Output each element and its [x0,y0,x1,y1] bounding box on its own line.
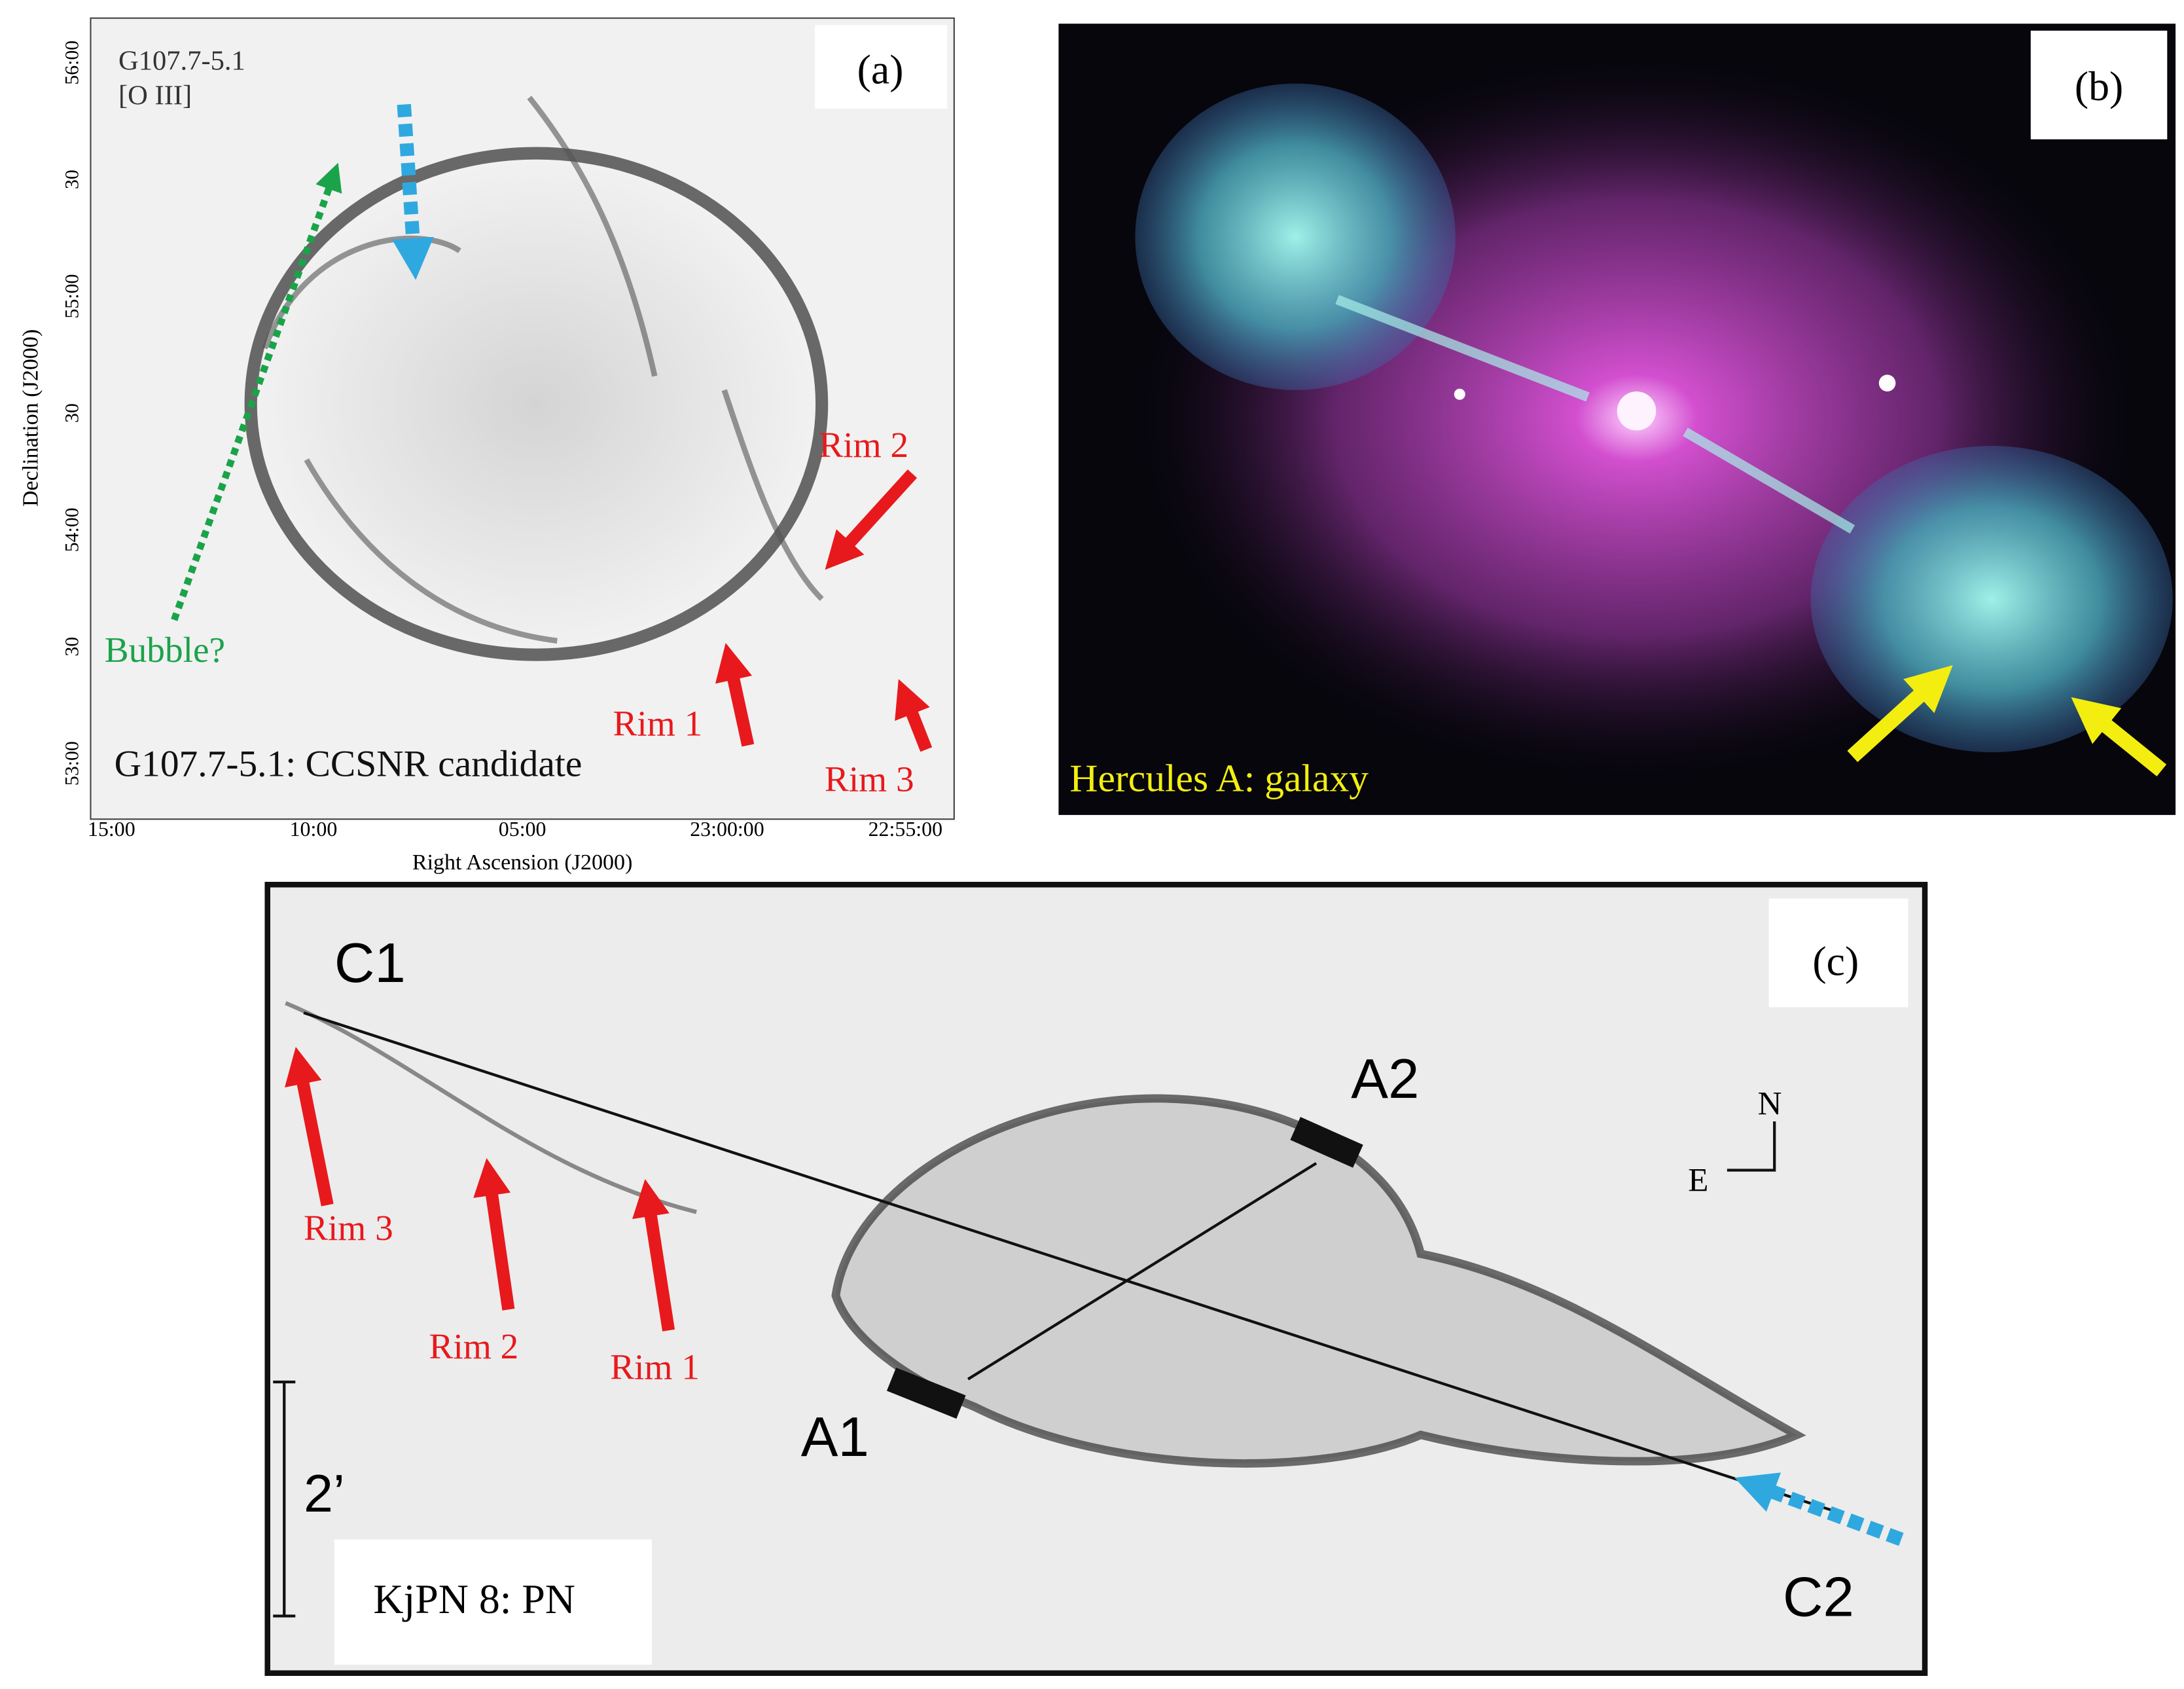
nebula-shell [244,147,829,661]
nebula [831,1094,1806,1468]
y-tick-label: 53:00 [61,741,82,786]
arrow [1734,1472,1904,1546]
annotation: Bubble? [105,630,225,670]
arrow [171,162,342,621]
axis-line [303,1011,1836,1513]
panel-label: (b) [2075,63,2123,109]
y-tick-label: 30 [61,637,82,657]
panel-b: (b) Hercules A: galaxy [1058,24,2176,815]
filament [285,1001,697,1214]
y-ticks: 56:00 30 55:00 30 54:00 30 53:00 [61,41,82,786]
axis-line [967,1162,1317,1381]
y-tick-label: 56:00 [61,41,82,85]
panel-a: (a) G107.7-5.1 [O III] Bubble? Rim 2 Rim… [19,17,955,875]
compass-east: E [1688,1161,1708,1199]
x-tick-label: 05:00 [499,818,546,841]
knot [886,1117,1363,1419]
x-ticks: 15:00 10:00 05:00 23:00:00 22:55:00 [88,818,942,841]
label-box [1768,898,1908,1008]
radio-lobe [1810,445,2173,753]
annotation: Rim 2 [819,425,908,465]
compass-north: N [1758,1085,1782,1122]
panel-label: (a) [857,46,904,93]
caption: G107.7-5.1: CCSNR candidate [115,743,582,784]
x-axis-title: Right Ascension (J2000) [412,850,633,875]
arrow [895,679,933,752]
annotation: Rim 3 [825,759,914,799]
arrow [2071,697,2167,776]
annotation: A1 [801,1406,869,1468]
annotation: Rim 2 [429,1326,519,1366]
object-subtitle: [O III] [118,81,192,111]
label-box [815,25,948,109]
arrow [632,1178,675,1332]
galaxy-core [1617,391,1656,431]
radio-lobe [1135,83,1456,390]
x-tick-label: 23:00:00 [690,818,764,841]
y-tick-label: 30 [61,403,82,423]
arrow [285,1047,334,1207]
annotation: Rim 3 [304,1208,393,1248]
y-tick-label: 55:00 [61,274,82,319]
arrow [825,469,918,570]
compass [1727,1121,1776,1172]
scale-bar [273,1380,296,1618]
caption: KjPN 8: PN [373,1576,575,1622]
arrow [1847,665,1953,763]
y-axis-title: Declination (J2000) [19,329,43,507]
annotation: C1 [334,932,406,994]
annotation: C2 [1783,1566,1854,1628]
scale-label: 2’ [304,1464,345,1523]
star [1878,374,1896,391]
y-tick-label: 54:00 [61,507,82,552]
annotation: Rim 1 [613,704,702,744]
panel-c: (c) C1 A2 A1 C2 Rim 3 Rim 2 Rim 1 2’ N E… [264,882,1928,1676]
caption: Hercules A: galaxy [1069,757,1369,800]
filaments [262,96,824,644]
label-box [2030,30,2168,139]
object-title: G107.7-5.1 [118,45,245,76]
x-tick-label: 10:00 [290,818,338,841]
annotation: A2 [1351,1048,1419,1110]
y-tick-label: 30 [61,170,82,189]
arrow [473,1158,515,1311]
arrow [715,643,755,747]
x-tick-label: 15:00 [88,818,135,841]
x-tick-label: 22:55:00 [868,818,942,841]
annotation: Rim 1 [610,1347,700,1387]
panel-label: (c) [1812,938,1859,985]
arrow [392,103,434,280]
caption-box [334,1539,653,1665]
star [1454,388,1465,400]
jet [1335,295,1855,534]
